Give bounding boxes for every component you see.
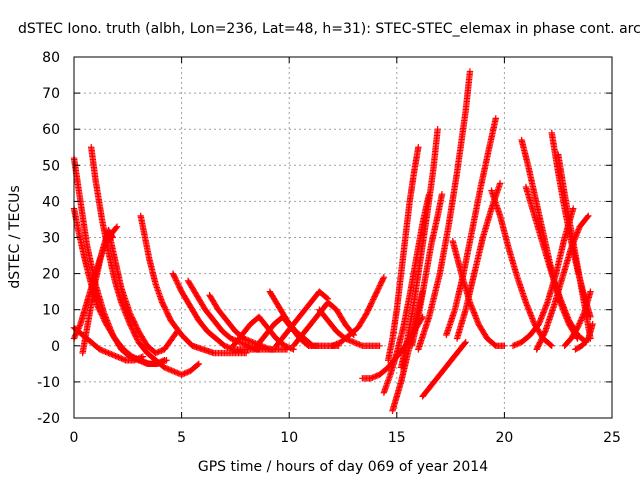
x-tick-label: 10 <box>280 430 298 446</box>
series-arc7 <box>105 227 181 357</box>
series-arc30 <box>488 187 555 349</box>
data-layer <box>70 68 596 414</box>
data-point-markers <box>443 115 499 339</box>
series-arc12 <box>230 313 297 353</box>
series-arc38 <box>572 320 596 353</box>
series-arc11 <box>206 292 291 353</box>
series-arc15 <box>273 288 332 349</box>
series-arc18 <box>329 274 388 349</box>
data-point-markers <box>230 313 297 353</box>
series-arc21 <box>384 144 422 364</box>
data-point-markers <box>273 288 332 349</box>
y-tick-label: -10 <box>37 375 60 391</box>
y-tick-label: 20 <box>42 267 60 283</box>
y-tick-label: -20 <box>37 411 60 427</box>
y-tick-label: 70 <box>42 86 60 102</box>
data-point-markers <box>408 190 446 349</box>
y-tick-label: 80 <box>42 50 60 66</box>
series-arc26 <box>419 338 469 400</box>
y-tick-label: 60 <box>42 122 60 138</box>
y-axis-title: dSTEC / TECUs <box>7 185 23 288</box>
x-tick-label: 25 <box>603 430 621 446</box>
data-point-markers <box>384 144 422 364</box>
y-tick-label: 10 <box>42 303 60 319</box>
y-tick-label: 40 <box>42 194 60 210</box>
y-tick-label: 0 <box>51 339 60 355</box>
series-arc37 <box>561 288 594 349</box>
data-point-markers <box>137 212 250 357</box>
series-arc8 <box>137 212 250 357</box>
x-axis-title: GPS time / hours of day 069 of year 2014 <box>198 459 488 475</box>
data-point-markers <box>488 187 555 349</box>
chart-title: dSTEC Iono. truth (albh, Lon=236, Lat=48… <box>18 21 640 37</box>
data-point-markers <box>555 151 594 342</box>
data-point-markers <box>572 320 596 353</box>
ticks: 0 5 10 15 20 25 -20 -10 0 10 20 30 40 50 60 70 80 <box>37 50 621 446</box>
data-point-markers <box>329 274 388 349</box>
series-arc24 <box>408 190 446 349</box>
data-point-markers <box>169 270 263 353</box>
series-arc17 <box>316 306 383 349</box>
series-arc36 <box>555 151 594 342</box>
data-point-markers <box>561 288 594 349</box>
data-point-markers <box>397 126 441 371</box>
data-point-markers <box>105 227 181 357</box>
series-arc25 <box>415 68 474 353</box>
series-arc9 <box>169 270 263 353</box>
x-tick-label: 5 <box>177 430 186 446</box>
series-arc23 <box>397 126 441 371</box>
x-tick-label: 20 <box>495 430 513 446</box>
series-arc28 <box>443 115 499 339</box>
y-tick-label: 30 <box>42 231 60 247</box>
data-point-markers <box>316 306 383 349</box>
x-tick-label: 15 <box>388 430 406 446</box>
data-point-markers <box>206 292 291 353</box>
data-point-markers <box>419 338 469 400</box>
data-point-markers <box>415 68 474 353</box>
x-tick-label: 0 <box>70 430 79 446</box>
y-tick-label: 50 <box>42 158 60 174</box>
